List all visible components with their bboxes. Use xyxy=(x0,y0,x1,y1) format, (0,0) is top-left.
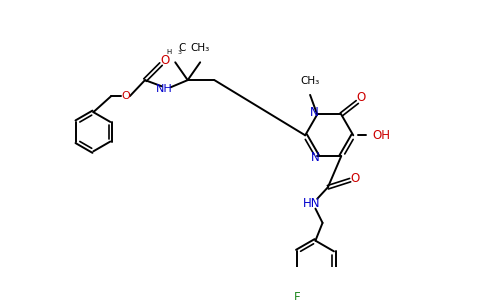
Text: CH₃: CH₃ xyxy=(301,76,320,86)
Text: OH: OH xyxy=(373,129,391,142)
Text: O: O xyxy=(350,172,359,185)
Text: O: O xyxy=(160,54,169,67)
Text: F: F xyxy=(294,291,301,300)
Text: N: N xyxy=(310,106,319,119)
Text: HN: HN xyxy=(303,197,320,210)
Text: NH: NH xyxy=(156,84,173,94)
Text: H: H xyxy=(166,49,172,55)
Text: C: C xyxy=(179,44,186,53)
Text: CH₃: CH₃ xyxy=(191,44,210,53)
Text: O: O xyxy=(356,91,365,104)
Text: O: O xyxy=(121,91,130,101)
Text: N: N xyxy=(311,152,320,164)
Text: 3: 3 xyxy=(177,50,181,55)
